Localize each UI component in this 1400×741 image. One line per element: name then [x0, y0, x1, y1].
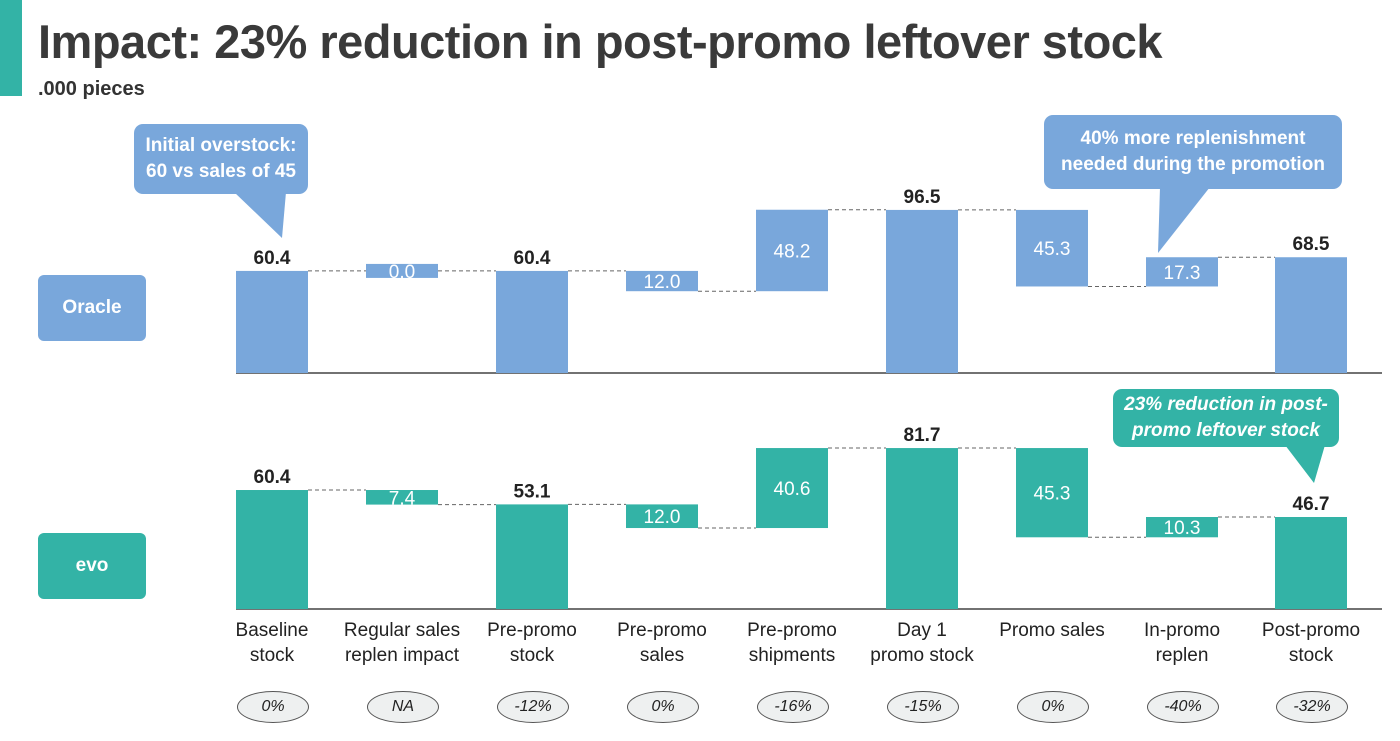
data-label-evo-7: 10.3	[1164, 518, 1201, 539]
data-label-oracle-6: 45.3	[1034, 239, 1071, 260]
bar-oracle-6	[1016, 209, 1088, 287]
data-label-oracle-2: 60.4	[514, 248, 551, 269]
category-label-line: Baseline	[235, 620, 309, 641]
category-label: Promo sales	[987, 618, 1117, 668]
percent-change-pill: -15%	[887, 691, 959, 723]
percent-change-pill: -40%	[1147, 691, 1219, 723]
percent-change-pill: NA	[367, 691, 439, 723]
data-label-evo-8: 46.7	[1293, 494, 1330, 515]
percent-change-pill: -32%	[1276, 691, 1348, 723]
data-label-oracle-8: 68.5	[1293, 234, 1330, 255]
data-label-evo-2: 53.1	[514, 481, 551, 502]
percent-change-pill: -12%	[497, 691, 569, 723]
row-label-evo: evo	[38, 533, 146, 599]
callout-tail-replenishment	[1158, 187, 1210, 253]
category-label: Regular sales replen impact	[337, 618, 467, 668]
accent-bar	[0, 0, 22, 96]
data-label-evo-6: 45.3	[1034, 484, 1071, 505]
bar-evo-4	[756, 448, 828, 529]
bar-oracle-2	[496, 270, 568, 373]
data-label-evo-3: 12.0	[644, 507, 681, 528]
category-label-line: Day 1	[897, 620, 947, 641]
category-label-line: shipments	[748, 645, 836, 666]
percent-change-pill: -16%	[757, 691, 829, 723]
data-label-evo-0: 60.4	[254, 467, 291, 488]
data-label-oracle-1: 0.0	[389, 262, 415, 283]
category-label-line: Pre-promo	[747, 620, 837, 641]
callout-replenishment-line1: 40% more replenishment	[1080, 128, 1306, 149]
category-label-line: stock	[1288, 645, 1334, 666]
bar-evo-6	[1016, 448, 1088, 538]
data-label-evo-5: 81.7	[904, 425, 941, 446]
bar-evo-7	[1146, 517, 1218, 538]
bar-oracle-4	[756, 209, 828, 292]
data-label-oracle-3: 12.0	[644, 272, 681, 293]
callout-reduction-line1: 23% reduction in post-	[1124, 394, 1328, 415]
category-label-line: Pre-promo	[617, 620, 707, 641]
category-label-line: stock	[509, 645, 555, 666]
bar-evo-5	[886, 448, 958, 609]
category-label: Post-promo stock	[1246, 618, 1376, 668]
bar-evo-8	[1275, 517, 1347, 609]
callout-replenishment-line2: needed during the promotion	[1061, 154, 1325, 175]
callout-tail-reduction	[1285, 445, 1325, 483]
callout-reduction: 23% reduction in post- promo leftover st…	[1113, 389, 1339, 447]
category-label-line: replen impact	[344, 645, 460, 666]
category-label: Baseline stock	[207, 618, 337, 668]
percent-change-pill: 0%	[1017, 691, 1089, 723]
row-label-oracle: Oracle	[38, 275, 146, 341]
category-label: Pre-promo sales	[597, 618, 727, 668]
unit-subtitle: .000 pieces	[38, 78, 145, 100]
callout-initial-overstock-line2: 60 vs sales of 45	[146, 161, 296, 182]
percent-change-pill: 0%	[627, 691, 699, 723]
data-label-evo-4: 40.6	[774, 479, 811, 500]
callout-initial-overstock: Initial overstock: 60 vs sales of 45	[134, 124, 308, 194]
bar-oracle-1	[366, 263, 438, 278]
bar-evo-0	[236, 490, 308, 609]
callout-reduction-line2: promo leftover stock	[1132, 420, 1320, 441]
data-label-oracle-7: 17.3	[1164, 263, 1201, 284]
category-label-line: stock	[249, 645, 295, 666]
bar-evo-2	[496, 504, 568, 609]
data-label-oracle-5: 96.5	[904, 187, 941, 208]
data-label-evo-1: 7.4	[389, 488, 416, 509]
category-label: Day 1 promo stock	[857, 618, 987, 668]
category-label-line: Post-promo	[1261, 620, 1361, 641]
data-label-oracle-0: 60.4	[254, 248, 291, 269]
bar-evo-3	[626, 504, 698, 529]
bar-oracle-7	[1146, 257, 1218, 287]
category-label-line: sales	[639, 645, 685, 666]
page-title: Impact: 23% reduction in post-promo left…	[38, 15, 1163, 68]
bar-evo-1	[366, 490, 438, 505]
data-label-oracle-4: 48.2	[774, 241, 811, 262]
bar-oracle-5	[886, 209, 958, 373]
percent-change-pill: 0%	[237, 691, 309, 723]
category-label-line: Promo sales	[999, 620, 1105, 641]
bar-oracle-3	[626, 270, 698, 292]
category-label-line: replen	[1155, 645, 1209, 666]
bar-oracle-8	[1275, 257, 1347, 373]
callout-tail-initial-overstock	[234, 192, 286, 238]
category-label-line	[987, 643, 1117, 668]
category-label: Pre-promo stock	[467, 618, 597, 668]
bars-layer: 60.4 0.0 60.4 12.0 48.2 96.5 45.3 17.3 68.5 60.4 7…	[236, 187, 1382, 610]
callout-tails	[234, 187, 1325, 483]
category-label: In-promo replen	[1117, 618, 1247, 668]
category-label-line: Pre-promo	[487, 620, 577, 641]
category-label: Pre-promo shipments	[727, 618, 857, 668]
category-label-line: In-promo	[1143, 620, 1221, 641]
bar-oracle-0	[236, 270, 308, 373]
callout-replenishment: 40% more replenishment needed during the…	[1044, 115, 1342, 189]
category-label-line: Regular sales	[343, 620, 461, 641]
category-label-line: promo stock	[870, 645, 974, 666]
callout-initial-overstock-line1: Initial overstock:	[145, 135, 297, 156]
